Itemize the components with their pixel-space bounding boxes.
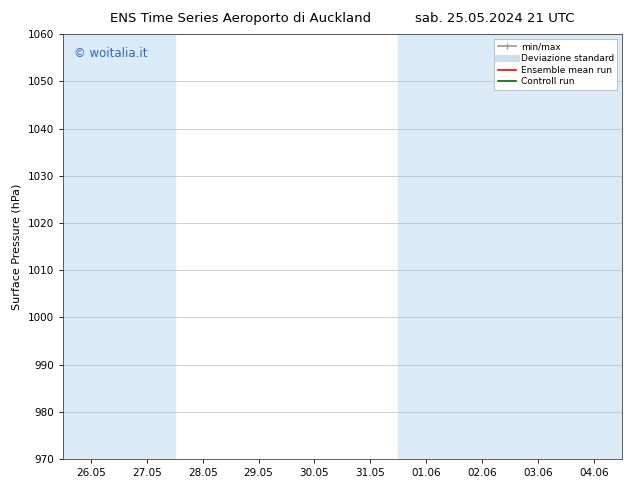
Legend: min/max, Deviazione standard, Ensemble mean run, Controll run: min/max, Deviazione standard, Ensemble m… <box>495 39 618 90</box>
Text: sab. 25.05.2024 21 UTC: sab. 25.05.2024 21 UTC <box>415 12 574 25</box>
Y-axis label: Surface Pressure (hPa): Surface Pressure (hPa) <box>12 183 22 310</box>
Bar <box>510 34 622 459</box>
Text: © woitalia.it: © woitalia.it <box>74 47 148 60</box>
Bar <box>398 34 510 459</box>
Bar <box>63 34 174 459</box>
Text: ENS Time Series Aeroporto di Auckland: ENS Time Series Aeroporto di Auckland <box>110 12 372 25</box>
